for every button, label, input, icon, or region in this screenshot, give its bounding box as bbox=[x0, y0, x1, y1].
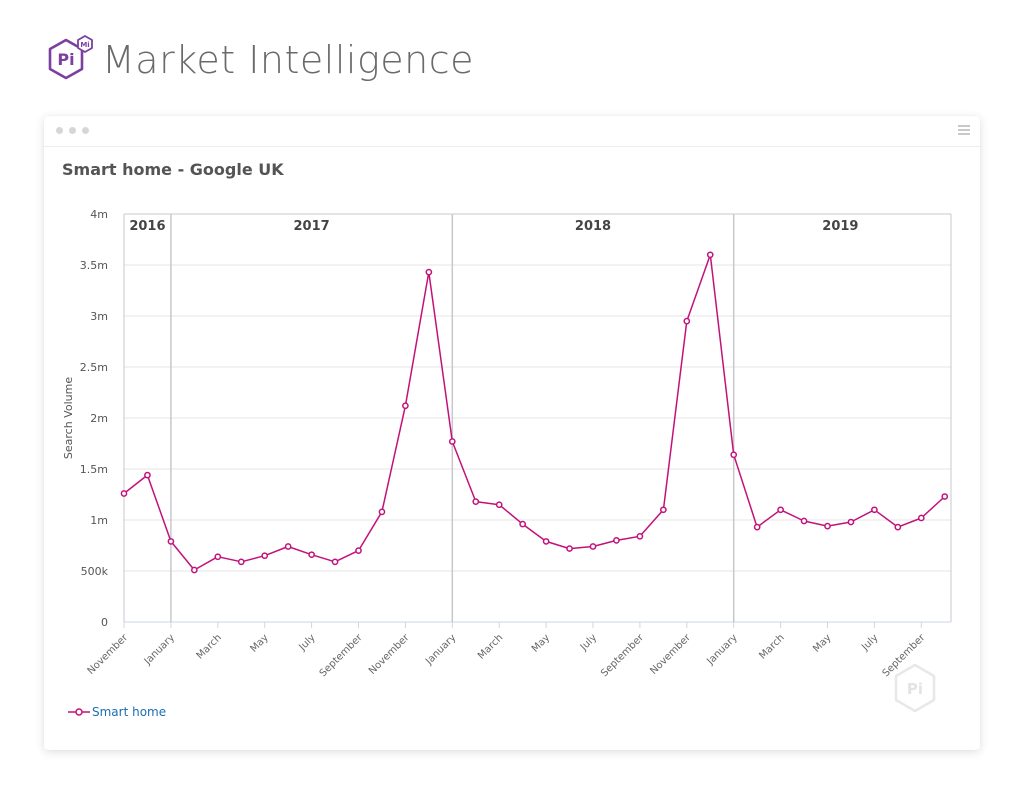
window-dot-icon bbox=[56, 127, 63, 134]
y-tick-label: 4m bbox=[90, 208, 108, 221]
data-point bbox=[261, 552, 269, 560]
data-point bbox=[448, 438, 456, 445]
x-tick-label: January bbox=[423, 632, 458, 667]
y-tick-label: 1.5m bbox=[80, 463, 108, 476]
data-point bbox=[237, 558, 245, 566]
year-band-label: 2019 bbox=[822, 219, 858, 234]
y-tick-label: 2m bbox=[90, 412, 108, 425]
x-tick-label: March bbox=[757, 632, 786, 661]
y-tick-label: 3m bbox=[90, 310, 108, 323]
x-tick-label: May bbox=[248, 632, 270, 654]
watermark-text: Pi bbox=[907, 680, 923, 698]
data-point bbox=[636, 532, 644, 540]
data-point bbox=[425, 268, 433, 276]
data-point bbox=[355, 547, 362, 554]
x-tick-label: September bbox=[599, 632, 646, 679]
window-dot-icon bbox=[82, 127, 89, 134]
data-point bbox=[613, 537, 620, 544]
x-tick-label: May bbox=[530, 632, 552, 654]
data-point bbox=[191, 566, 198, 574]
data-point bbox=[566, 545, 573, 552]
data-point bbox=[917, 514, 925, 522]
chart-card bbox=[44, 116, 980, 750]
y-tick-label: 0 bbox=[101, 616, 108, 629]
x-tick-label: January bbox=[142, 632, 177, 667]
x-tick-label: September bbox=[318, 632, 365, 679]
data-point bbox=[284, 543, 292, 550]
data-point bbox=[308, 551, 315, 559]
data-point bbox=[378, 508, 386, 516]
data-point bbox=[847, 518, 855, 526]
x-tick-label: May bbox=[811, 632, 833, 654]
data-point bbox=[402, 402, 409, 410]
year-band-label: 2017 bbox=[294, 219, 330, 234]
x-tick-label: July bbox=[297, 632, 318, 653]
legend-label: Smart home bbox=[92, 705, 167, 719]
window-title-bar bbox=[44, 116, 980, 147]
data-point bbox=[519, 520, 527, 528]
chart-legend[interactable]: Smart home bbox=[68, 703, 166, 721]
data-point bbox=[120, 490, 128, 497]
legend-marker-icon bbox=[68, 708, 90, 716]
y-tick-label: 1m bbox=[90, 514, 108, 527]
data-point bbox=[495, 501, 503, 509]
logo-badge-text: Mi bbox=[80, 41, 89, 49]
data-point bbox=[824, 522, 831, 530]
data-point bbox=[706, 251, 714, 259]
x-tick-label: November bbox=[86, 632, 131, 677]
y-tick-label: 2.5m bbox=[80, 361, 108, 374]
data-point bbox=[683, 317, 691, 325]
x-tick-label: November bbox=[367, 632, 412, 677]
x-tick-label: March bbox=[195, 632, 224, 661]
data-point bbox=[800, 517, 808, 525]
data-point bbox=[777, 506, 784, 514]
data-point bbox=[144, 471, 151, 479]
data-point bbox=[871, 506, 878, 514]
data-point bbox=[472, 498, 480, 505]
y-axis-title: Search Volume bbox=[62, 377, 75, 459]
x-tick-label: July bbox=[859, 632, 880, 653]
chart-title: Smart home - Google UK bbox=[62, 160, 284, 179]
series-line bbox=[123, 254, 946, 571]
data-point bbox=[542, 538, 550, 545]
data-point bbox=[941, 493, 949, 500]
data-point bbox=[660, 506, 667, 514]
data-point bbox=[331, 558, 339, 566]
pi-watermark-icon: Pi bbox=[894, 663, 936, 713]
data-point bbox=[753, 523, 761, 531]
window-dot-icon bbox=[69, 127, 76, 134]
x-tick-label: January bbox=[705, 632, 740, 667]
year-band-label: 2018 bbox=[575, 219, 611, 234]
data-point bbox=[894, 523, 902, 531]
pi-logo-icon: Pi Mi bbox=[48, 35, 93, 80]
x-tick-label: March bbox=[476, 632, 505, 661]
brand-name: Market Intelligence bbox=[102, 38, 474, 82]
hamburger-icon[interactable] bbox=[958, 125, 970, 135]
year-band-label: 2016 bbox=[129, 219, 165, 234]
brand-header: Pi Mi Market Intelligence bbox=[44, 34, 474, 86]
x-tick-label: November bbox=[648, 632, 693, 677]
logo-text: Pi bbox=[57, 50, 74, 69]
data-point bbox=[214, 553, 222, 561]
data-point bbox=[589, 543, 597, 550]
data-point bbox=[730, 451, 738, 459]
y-tick-label: 3.5m bbox=[80, 259, 108, 272]
data-point bbox=[167, 538, 175, 545]
x-tick-label: July bbox=[578, 632, 599, 653]
y-tick-label: 500k bbox=[81, 565, 109, 578]
